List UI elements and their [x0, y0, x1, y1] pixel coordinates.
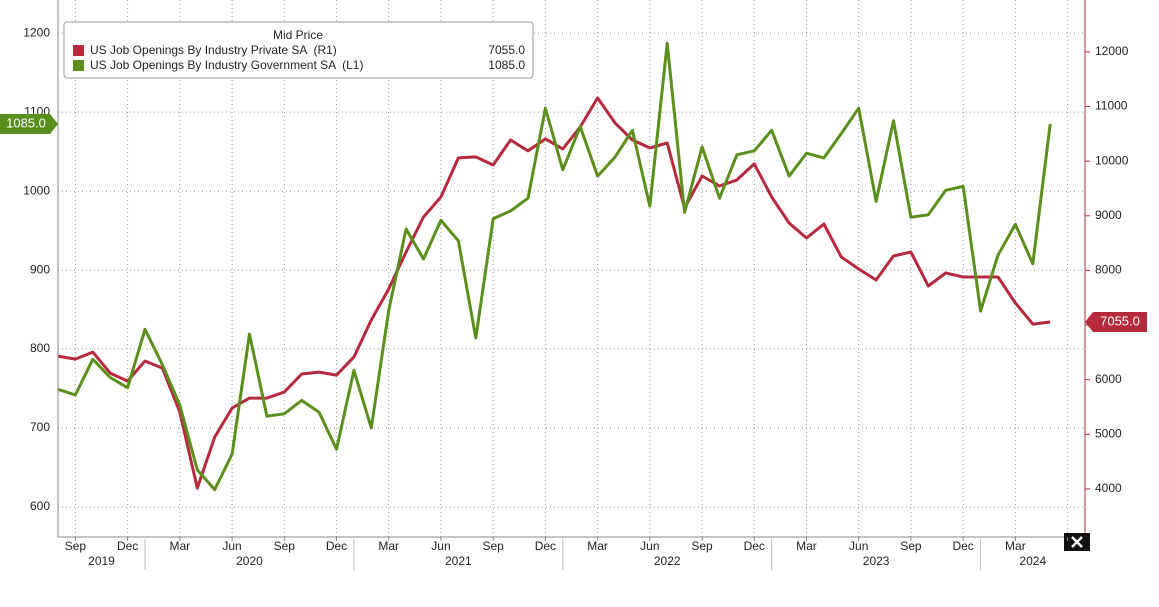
y-tick-label: 600 — [30, 499, 50, 513]
x-tick-label: Sep — [900, 539, 922, 553]
y2-tick-label: 8000 — [1095, 263, 1122, 277]
x-tick-label: Mar — [170, 539, 191, 553]
x-tick-label: Jun — [849, 539, 868, 553]
y2-tick-label: 11000 — [1095, 99, 1128, 113]
close-icon[interactable] — [1071, 536, 1083, 548]
x-tick-label: Dec — [952, 539, 973, 553]
legend: Mid Price US Job Openings By Industry Pr… — [63, 21, 534, 79]
close-button[interactable] — [1064, 533, 1090, 551]
x-year-label: 2024 — [1019, 554, 1046, 568]
x-tick-label: Dec — [326, 539, 347, 553]
legend-swatch — [73, 60, 84, 71]
legend-value: 1085.0 — [488, 58, 525, 72]
x-tick-label: Jun — [222, 539, 241, 553]
x-tick-label: Sep — [274, 539, 296, 553]
x-tick-label: Dec — [535, 539, 556, 553]
axis-tag-label: 1085.0 — [6, 115, 46, 130]
x-tick-label: J — [1065, 539, 1071, 553]
x-year-label: 2020 — [236, 554, 263, 568]
y-tick-label: 700 — [30, 420, 50, 434]
x-tick-label: Mar — [1005, 539, 1026, 553]
axis-tag-label: 7055.0 — [1100, 313, 1140, 328]
x-tick-label: Jun — [640, 539, 659, 553]
legend-value: 7055.0 — [488, 43, 525, 57]
legend-box — [63, 21, 534, 79]
x-tick-label: Sep — [691, 539, 713, 553]
x-tick-label: Mar — [587, 539, 608, 553]
series-line — [57, 41, 1052, 492]
y-tick-label: 1200 — [23, 25, 50, 39]
x-tick-label: Jun — [431, 539, 450, 553]
lines — [57, 41, 1052, 492]
legend-swatch — [73, 45, 84, 56]
plot-area — [58, 0, 1085, 537]
axis-tag — [1085, 312, 1147, 333]
legend-label: US Job Openings By Industry Government S… — [90, 58, 363, 72]
y2-tick-label: 12000 — [1095, 44, 1129, 58]
x-tick-label: Sep — [65, 539, 87, 553]
x-year-label: 2023 — [863, 554, 890, 568]
x-tick-label: Mar — [796, 539, 817, 553]
y2-tick-label: 10000 — [1095, 153, 1129, 167]
y2-tick-label: 4000 — [1095, 481, 1122, 495]
axis-tag — [0, 113, 58, 134]
y-tick-label: 800 — [30, 341, 50, 355]
x-tick-label: Dec — [744, 539, 765, 553]
x-tick-label: Dec — [117, 539, 138, 553]
y-tick-label: 900 — [30, 262, 50, 276]
y-tick-label: 1000 — [23, 183, 50, 197]
x-tick-label: Sep — [482, 539, 504, 553]
y2-tick-label: 5000 — [1095, 426, 1122, 440]
y2-tick-label: 9000 — [1095, 208, 1122, 222]
legend-title: Mid Price — [273, 28, 323, 42]
x-year-label: 2019 — [88, 554, 115, 568]
x-year-label: 2022 — [654, 554, 681, 568]
x-tick-label: Mar — [378, 539, 399, 553]
y2-tick-label: 6000 — [1095, 372, 1122, 386]
legend-label: US Job Openings By Industry Private SA (… — [90, 43, 337, 57]
x-year-label: 2021 — [445, 554, 472, 568]
